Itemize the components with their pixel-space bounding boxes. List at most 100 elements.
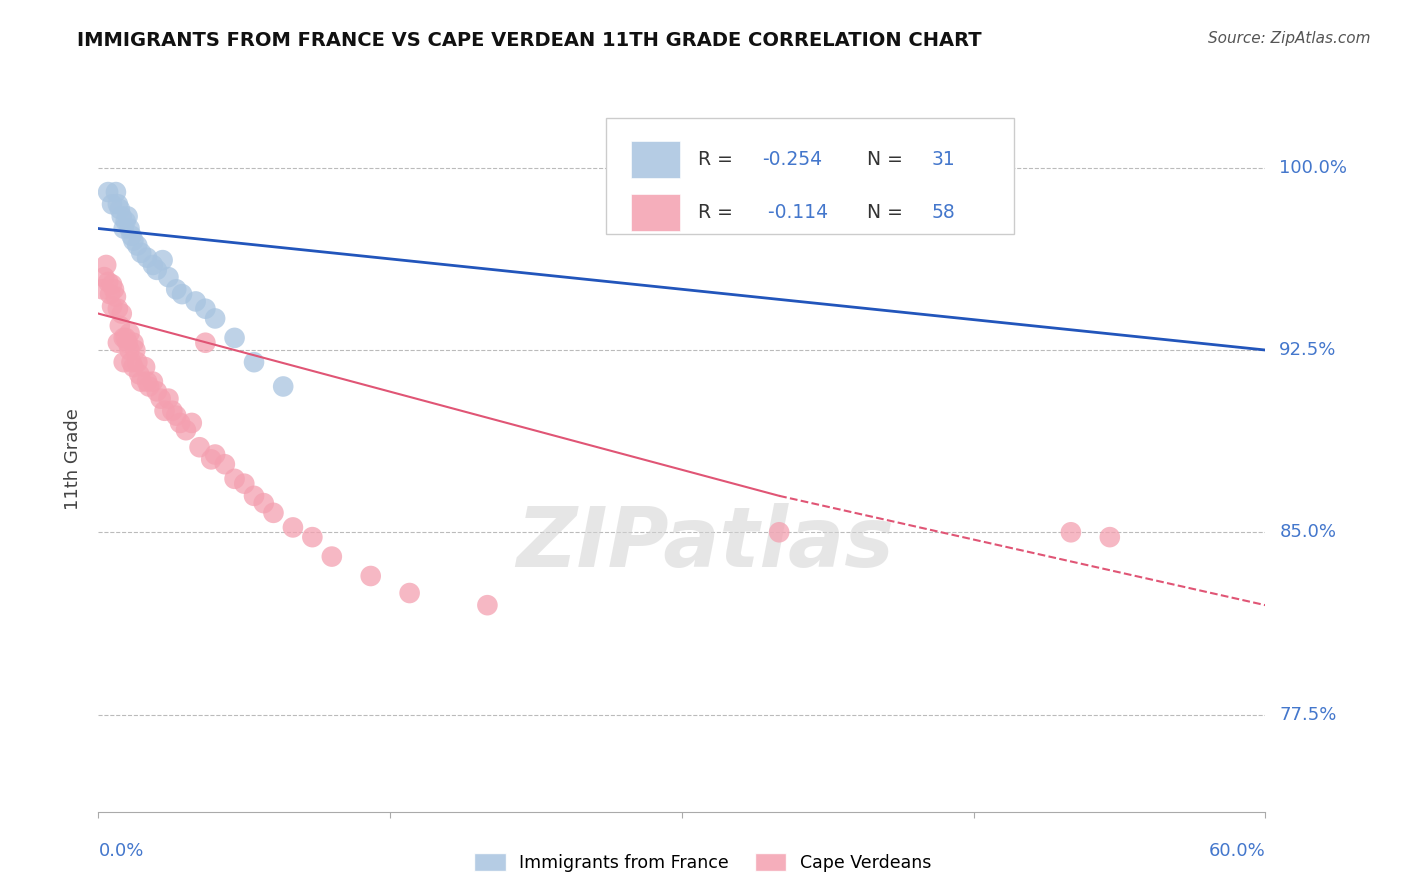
Point (894, 185, 917, 199)
Point (128, 368, 150, 382)
Point (162, 404, 184, 418)
Point (107, 301, 129, 316)
Point (170, 287, 193, 301)
Point (243, 355, 266, 369)
Point (124, 343, 146, 357)
Point (117, 210, 139, 224)
Point (118, 343, 141, 357)
Text: 0.0%: 0.0% (98, 842, 143, 860)
Text: N =: N = (868, 202, 910, 221)
Point (91, 282, 114, 296)
Point (122, 359, 145, 374)
Point (98, 287, 121, 301)
Point (149, 392, 172, 406)
Point (129, 375, 152, 389)
Point (174, 423, 197, 437)
Y-axis label: 11th Grade: 11th Grade (65, 409, 83, 510)
Point (112, 221, 135, 235)
Point (157, 270, 180, 285)
Point (122, 335, 145, 350)
Point (134, 359, 156, 374)
Point (108, 202, 131, 216)
Text: IMMIGRANTS FROM FRANCE VS CAPE VERDEAN 11TH GRADE CORRELATION CHART: IMMIGRANTS FROM FRANCE VS CAPE VERDEAN 1… (77, 31, 981, 50)
Text: 77.5%: 77.5% (1279, 706, 1337, 723)
Point (224, 472, 246, 486)
Point (398, 586, 420, 600)
FancyBboxPatch shape (630, 194, 679, 231)
Point (165, 282, 187, 296)
Point (224, 331, 246, 345)
Point (184, 294, 207, 309)
Point (136, 251, 159, 265)
Point (157, 392, 180, 406)
Point (360, 569, 382, 583)
Point (121, 355, 143, 369)
Point (136, 375, 159, 389)
Point (104, 185, 127, 199)
Point (253, 496, 276, 510)
Point (1098, 530, 1121, 544)
Text: R =: R = (699, 202, 740, 221)
Point (107, 197, 129, 211)
Point (112, 331, 135, 345)
Point (875, 190, 897, 204)
Point (146, 263, 169, 277)
Point (142, 375, 165, 389)
Text: -0.114: -0.114 (762, 202, 828, 221)
Point (97, 275, 120, 289)
Point (233, 476, 256, 491)
FancyBboxPatch shape (606, 118, 1015, 234)
Point (321, 549, 343, 564)
Point (768, 525, 790, 540)
Point (146, 384, 169, 399)
FancyBboxPatch shape (630, 142, 679, 178)
Point (281, 520, 304, 534)
Point (165, 409, 187, 423)
Point (204, 311, 226, 326)
Text: ZIPatlas: ZIPatlas (516, 503, 894, 584)
Point (262, 506, 284, 520)
Point (194, 301, 217, 316)
Text: Source: ZipAtlas.com: Source: ZipAtlas.com (1208, 31, 1371, 46)
Legend: Immigrants from France, Cape Verdeans: Immigrants from France, Cape Verdeans (467, 847, 939, 879)
Point (112, 355, 135, 369)
Text: 100.0%: 100.0% (1279, 159, 1347, 177)
Text: 58: 58 (932, 202, 956, 221)
Text: -0.254: -0.254 (762, 150, 823, 169)
Point (101, 299, 124, 313)
Point (301, 530, 323, 544)
Point (93, 270, 115, 285)
Point (97, 185, 120, 199)
Point (107, 335, 129, 350)
Point (117, 335, 139, 350)
Point (243, 489, 266, 503)
Point (204, 448, 226, 462)
Point (118, 221, 141, 235)
Point (200, 452, 222, 467)
Point (271, 379, 294, 393)
Point (194, 335, 217, 350)
Text: 60.0%: 60.0% (1209, 842, 1265, 860)
Point (96, 258, 118, 272)
Point (827, 185, 849, 199)
Text: N =: N = (868, 150, 910, 169)
Point (101, 277, 124, 292)
Text: R =: R = (699, 150, 740, 169)
Point (129, 245, 152, 260)
Point (104, 289, 127, 303)
Point (114, 331, 136, 345)
Point (1060, 525, 1083, 540)
Point (111, 210, 134, 224)
Point (180, 416, 202, 430)
Point (118, 326, 141, 340)
Point (188, 440, 211, 454)
Point (142, 258, 165, 272)
Point (122, 234, 145, 248)
Point (108, 318, 131, 333)
Point (153, 404, 176, 418)
Point (103, 282, 125, 296)
Text: 31: 31 (932, 150, 956, 169)
Point (138, 379, 160, 393)
Text: 85.0%: 85.0% (1279, 524, 1336, 541)
Text: 92.5%: 92.5% (1279, 341, 1337, 359)
